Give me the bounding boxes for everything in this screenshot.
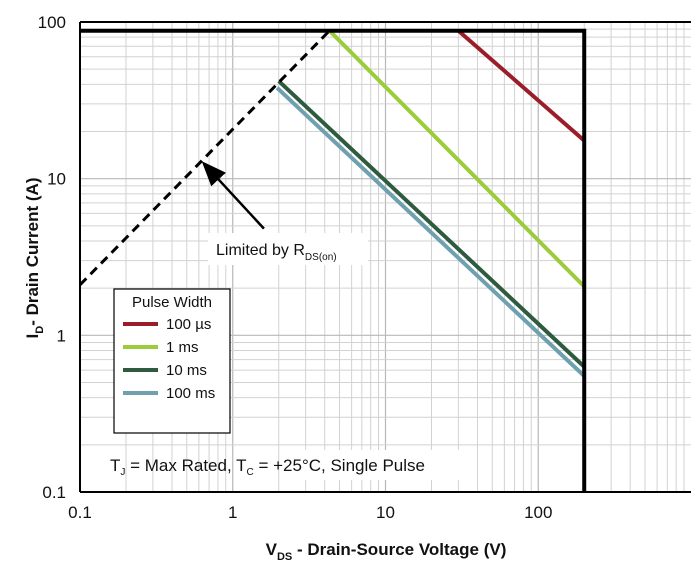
series-line-100-s (457, 29, 586, 143)
y-tick-label: 1 (57, 326, 66, 345)
series-line-100-ms (275, 86, 586, 378)
y-tick-label: 10 (47, 170, 66, 189)
x-axis-title: VDS - Drain-Source Voltage (V) (266, 540, 507, 563)
series-layer (78, 29, 586, 378)
boundary-layer (80, 28, 587, 492)
x-tick-label: 1 (228, 503, 237, 522)
legend-title: Pulse Width (132, 294, 212, 311)
annotation-text: Limited by RDS(on) (216, 242, 337, 263)
y-tick-label: 0.1 (42, 483, 66, 502)
conditions-note: TJ = Max Rated, TC = +25°C, Single Pulse (110, 450, 462, 480)
legend-box (113, 288, 231, 434)
note-text: TJ = Max Rated, TC = +25°C, Single Pulse (110, 456, 425, 478)
legend-entry-label: 10 ms (166, 362, 207, 379)
x-tick-label: 10 (376, 503, 395, 522)
axis-titles: VDS - Drain-Source Voltage (V) ID- Drain … (23, 178, 506, 563)
legend-entry-label: 1 ms (166, 339, 199, 356)
annotation-box (208, 233, 368, 265)
annotation-arrow (201, 161, 265, 230)
y-tick-label: 100 (38, 13, 66, 32)
x-tick-label: 0.1 (68, 503, 92, 522)
note-background (300, 450, 462, 480)
legend-entry-label: 100 ms (166, 385, 215, 402)
x-tick-label: 100 (524, 503, 552, 522)
legend-entry-label: 100 µs (166, 316, 211, 333)
series-line-1-ms (328, 29, 586, 288)
y-axis-title: ID- Drain Current (A) (23, 178, 46, 339)
annotation-layer: Limited by RDS(on) (201, 161, 368, 265)
legend: Pulse Width 100 µs 1 ms 10 ms 100 ms (113, 288, 231, 434)
series-line-10-ms (277, 79, 586, 369)
tick-labels: 0.1 1 10 100 0.1 1 10 100 (38, 13, 553, 522)
plot-frame (79, 21, 691, 493)
soa-boundary-line (80, 28, 587, 492)
